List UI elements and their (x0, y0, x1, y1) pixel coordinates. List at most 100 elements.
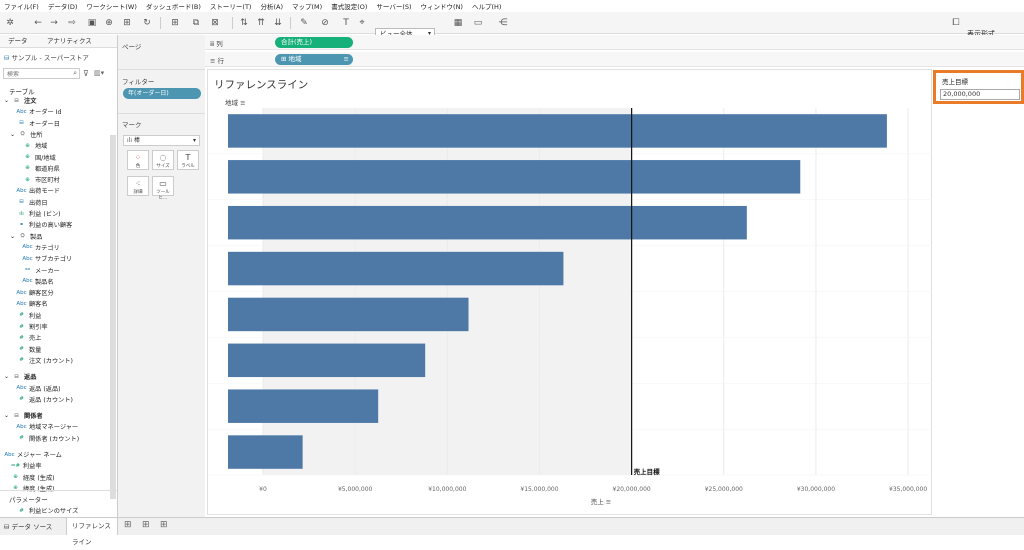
field-item[interactable]: Abc 返品 (返品) (16, 383, 60, 394)
duplicate-icon[interactable]: ⧉ (192, 18, 200, 28)
new-datasource-icon[interactable]: ⊕ (105, 18, 113, 28)
chevron-down-icon[interactable]: ⌄ (4, 97, 10, 104)
field-item[interactable]: ⌄ ⛭ 住所 (10, 129, 42, 140)
chevron-down-icon[interactable]: ⌄ (10, 130, 16, 138)
new-sheet-icon[interactable]: ⊞ (171, 18, 179, 28)
sheet-tab[interactable]: リファレンスライン (66, 518, 118, 546)
scrollbar[interactable] (110, 135, 116, 499)
field-item[interactable]: Abc 顧客区分 (16, 287, 53, 298)
presentation-icon[interactable]: ▭ (473, 18, 483, 28)
chevron-down-icon[interactable]: ⌄ (10, 232, 16, 240)
menu-item[interactable]: ファイル(F) (4, 3, 39, 11)
mark-type-select[interactable]: ılı 棒 ▾ (123, 135, 200, 146)
sort-asc-icon[interactable]: ⇈ (257, 18, 265, 28)
field-item[interactable]: ⌄ ⊟ 注文 (4, 95, 36, 106)
rows-shelf[interactable]: ≡ 行 ⊞ 地域 ≡ (205, 52, 1024, 67)
filter-pill[interactable]: 年(オーダー日) (123, 88, 201, 99)
show-cards-icon[interactable]: ▦ (453, 18, 463, 28)
list-view-icon[interactable]: ▥▾ (94, 69, 105, 77)
menu-item[interactable]: ストーリー(T) (209, 3, 252, 11)
field-item[interactable]: ⊕ 市区町村 (22, 174, 60, 185)
tab-analytics[interactable]: アナリティクス (47, 37, 92, 45)
field-item[interactable]: # 割引率 (16, 321, 47, 332)
field-item[interactable]: ⌄ ⛭ 製品 (10, 231, 42, 242)
menu-item[interactable]: ウィンドウ(N) (420, 3, 463, 11)
field-item[interactable]: ılı 利益 (ビン) (16, 208, 60, 219)
undo-icon[interactable]: ← (34, 18, 42, 28)
search-input[interactable] (4, 70, 66, 80)
highlight-icon[interactable]: ✎ (300, 18, 308, 28)
group-icon[interactable]: ⊘ (321, 18, 329, 28)
menu-item[interactable]: ワークシート(W) (86, 3, 137, 11)
redo-icon[interactable]: → (50, 18, 58, 28)
field-item[interactable]: ⊕ 国/地域 (22, 152, 55, 163)
field-item[interactable]: # 関係者 (カウント) (16, 433, 79, 444)
field-item[interactable]: # 数量 (16, 344, 41, 355)
chevron-down-icon[interactable]: ⌄ (4, 373, 10, 381)
menu-item[interactable]: サーバー(S) (376, 3, 412, 11)
field-item[interactable]: Abc カテゴリ (22, 242, 59, 253)
replay-icon[interactable]: ⇨ (68, 18, 76, 28)
new-story-tab-icon[interactable]: ⊞ (160, 520, 168, 530)
menu-item[interactable]: 分析(A) (260, 3, 283, 11)
filter-icon[interactable]: ⊽ (83, 69, 89, 78)
datasource-item[interactable]: ⛁ サンプル - スーパーストア (4, 52, 89, 62)
new-dashboard-tab-icon[interactable]: ⊞ (142, 520, 150, 530)
detail-button[interactable]: ⁖ 詳細 (127, 176, 149, 196)
field-item[interactable]: Abc 出荷モード (16, 185, 60, 196)
field-item[interactable]: Abc 地域マネージャー (16, 421, 78, 432)
refresh-icon[interactable]: ↻ (143, 18, 151, 28)
search-box[interactable]: ⌕ (3, 68, 80, 80)
field-item[interactable]: ⊕ 都道府県 (22, 163, 60, 174)
menu-item[interactable]: 書式設定(O) (331, 3, 368, 11)
field-item[interactable]: ⌄ ⊟ 返品 (4, 371, 36, 382)
sort-icon[interactable]: ≡ (343, 55, 349, 63)
field-item[interactable]: ⌄ ⊟ 関係者 (4, 410, 43, 421)
field-item[interactable]: # 注文 (カウント) (16, 355, 73, 366)
field-item[interactable]: Abc 顧客名 (16, 298, 47, 309)
size-button[interactable]: ◌ サイズ (152, 150, 174, 170)
columns-shelf[interactable]: ⅲ 列 合計(売上) (205, 35, 1024, 50)
rows-pill[interactable]: ⊞ 地域 ≡ (275, 54, 353, 65)
parameter-item[interactable]: # 利益ビンのサイズ (16, 505, 78, 516)
field-item[interactable]: Abc オーダー Id (16, 106, 61, 117)
show-me-icon[interactable]: ⧠ (952, 18, 960, 28)
field-item[interactable]: # 売上 (16, 332, 41, 343)
field-item[interactable]: ⊕ 経度 (生成) (10, 472, 54, 483)
menu-item[interactable]: ダッシュボード(B) (145, 3, 201, 11)
new-worksheet-tab-icon[interactable]: ⊞ (124, 520, 132, 530)
label-icon[interactable]: T (343, 18, 349, 28)
menu-item[interactable]: データ(D) (47, 3, 78, 11)
new-worksheet-icon[interactable]: ⊞ (123, 18, 131, 28)
tableau-logo-icon[interactable]: ✲ (6, 18, 14, 28)
field-item[interactable]: ⊟ オーダー日 (16, 118, 60, 129)
field-item[interactable]: Abc 製品名 (22, 276, 53, 287)
show-me-button[interactable]: 表示形式 (967, 30, 995, 38)
label-button[interactable]: T ラベル (177, 150, 199, 170)
tab-data[interactable]: データ (8, 37, 28, 45)
clear-sheet-icon[interactable]: ⊠ (211, 18, 219, 28)
field-item[interactable]: ⊕ 緯度 (生成) (10, 483, 54, 494)
menu-item[interactable]: ヘルプ(H) (471, 3, 502, 11)
chevron-down-icon[interactable]: ⌄ (4, 412, 10, 420)
field-item[interactable]: =# 利益率 (10, 460, 42, 471)
field-item[interactable]: # 返品 (カウント) (16, 394, 73, 405)
columns-pill[interactable]: 合計(売上) (275, 37, 353, 48)
menu-item[interactable]: マップ(M) (292, 3, 323, 11)
field-item[interactable]: ⚭ 利益の高い顧客 (16, 219, 72, 230)
share-icon[interactable]: ⋲ (498, 18, 508, 28)
tooltip-button[interactable]: ▭ ツールヒ… (152, 176, 174, 201)
save-icon[interactable]: ▣ (87, 18, 97, 28)
tab-datasource[interactable]: ⛁ データ ソース (4, 521, 52, 531)
field-item[interactable]: ⊟ 出荷日 (16, 197, 47, 208)
fix-axes-icon[interactable]: ⌖ (359, 18, 365, 28)
field-item[interactable]: ⚯ メーカー (22, 265, 60, 276)
field-item[interactable]: Abc メジャー ネーム (4, 449, 61, 460)
swap-icon[interactable]: ⇅ (240, 18, 248, 28)
field-item[interactable]: # 利益 (16, 310, 41, 321)
field-item[interactable]: ⊕ 地域 (22, 140, 47, 151)
field-item[interactable]: Abc サブカテゴリ (22, 253, 72, 264)
pages-shelf[interactable] (122, 51, 202, 69)
color-button[interactable]: ⁘ 色 (127, 150, 149, 170)
sort-desc-icon[interactable]: ⇊ (274, 18, 282, 28)
